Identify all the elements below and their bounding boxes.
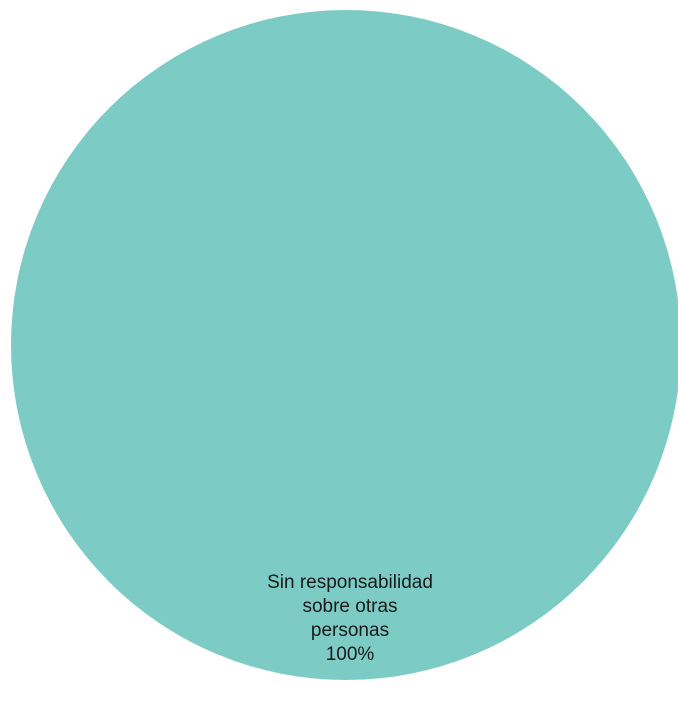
pie-slice-sin-responsabilidad: [11, 10, 678, 680]
slice-label-line-2: sobre otras: [302, 596, 398, 617]
slice-label: Sin responsabilidad sobre otras personas…: [200, 571, 500, 667]
slice-value-label: 100%: [325, 644, 375, 665]
slice-label-line-3: personas: [310, 620, 390, 641]
slice-label-line-1: Sin responsabilidad: [267, 572, 433, 593]
